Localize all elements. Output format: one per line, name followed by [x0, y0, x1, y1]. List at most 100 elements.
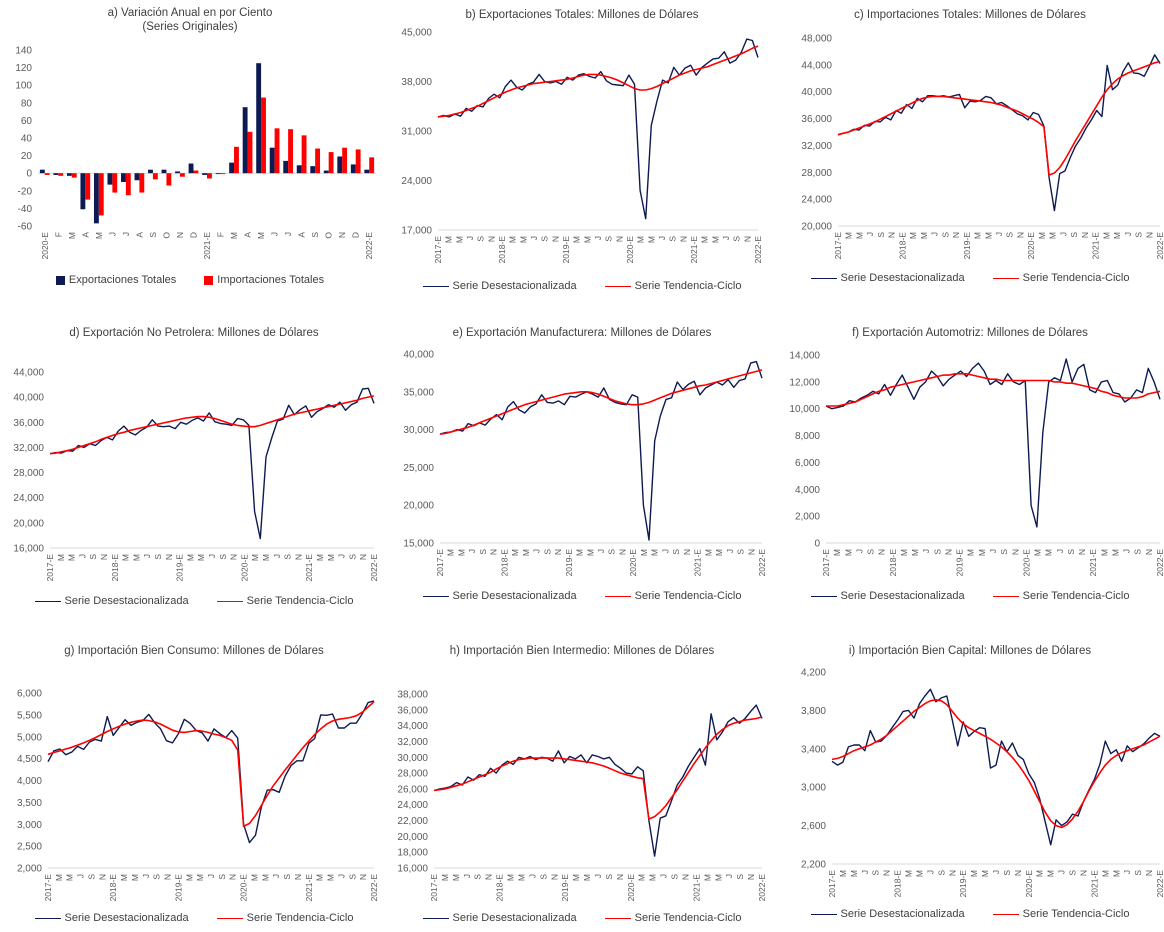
x-tick-label: N [887, 232, 897, 238]
x-tick-label: 2022-E [1155, 870, 1164, 898]
y-tick-label: 28,000 [801, 168, 832, 179]
x-tick-label: S [478, 549, 488, 555]
x-tick-label: J [141, 874, 151, 878]
series-line-desestacionalizada [831, 688, 1161, 846]
x-tick-label: N [678, 236, 688, 242]
x-tick-label: S [217, 874, 227, 880]
bar-importaciones [220, 173, 226, 175]
x-tick-label: M [1037, 232, 1047, 239]
legend-item: Serie Desestacionalizada [34, 595, 189, 607]
x-tick-label: M [585, 549, 595, 556]
chart-title: g) Importación Bien Consumo: Millones de… [64, 645, 324, 657]
y-tick-label: 2,000 [795, 512, 820, 523]
x-tick-label: M [646, 236, 656, 243]
bar-importaciones [328, 152, 334, 174]
x-tick-label: S [282, 874, 292, 880]
bar-exportaciones [107, 173, 113, 185]
bar-importaciones [261, 97, 266, 174]
y-tick-label: 80 [21, 98, 33, 109]
x-tick-label: N [228, 874, 238, 880]
legend-label: Serie Tendencia-Ciclo [634, 280, 742, 292]
y-tick-label: 38,000 [401, 77, 432, 88]
y-tick-label: 100 [15, 81, 32, 92]
legend-label: Serie Tendencia-Ciclo [1022, 908, 1130, 920]
x-tick-label: N [489, 549, 499, 555]
chart-title: h) Importación Bien Intermedio: Millones… [449, 645, 715, 657]
x-tick-label: S [473, 874, 483, 880]
x-tick-label: M [838, 870, 848, 877]
y-tick-label: 16,000 [397, 864, 428, 875]
x-tick-label: 2020-E [239, 554, 249, 582]
bar-importaciones [342, 147, 348, 174]
x-tick-label: M [639, 549, 649, 556]
legend-swatch [810, 913, 837, 915]
x-tick-label: M [1112, 232, 1122, 239]
y-tick-label: 16,000 [13, 544, 44, 555]
x-tick-label: S [871, 870, 881, 876]
y-tick-label: 32,000 [13, 443, 44, 454]
x-tick-label: M [832, 549, 842, 556]
x-tick-label: 2020-E [626, 874, 636, 902]
x-tick-label: S [347, 554, 357, 560]
bar-importaciones [234, 146, 239, 174]
x-tick-label: 2021-E [1091, 232, 1101, 260]
x-tick-label: J [336, 874, 346, 878]
x-tick-label: J [988, 549, 998, 553]
x-tick-label: S [668, 236, 678, 242]
x-tick-label: 2019-E [173, 874, 183, 902]
x-tick-label: M [843, 549, 853, 556]
y-tick-label: 32,000 [397, 737, 428, 748]
legend-swatch [992, 595, 1019, 597]
x-tick-label: N [680, 874, 690, 880]
x-tick-label: M [1099, 549, 1109, 556]
x-tick-label: F [216, 232, 226, 237]
x-tick-label: S [476, 236, 486, 242]
y-tick-label: -60 [18, 222, 33, 233]
bar-exportaciones [242, 107, 248, 174]
y-tick-label: 3,000 [801, 783, 826, 794]
x-tick-label: M [67, 554, 77, 561]
y-tick-label: 26,000 [397, 784, 428, 795]
x-tick-label: J [272, 554, 282, 558]
legend-swatch [422, 285, 449, 287]
x-tick-label: 2021-E [691, 874, 701, 902]
chart-panel-c: c) Importaciones Totales: Millones de Dó… [776, 0, 1164, 300]
x-tick-label: S [936, 870, 946, 876]
x-tick-label: J [206, 874, 216, 878]
x-tick-label: 2017-E [43, 874, 53, 902]
x-tick-label: M [506, 874, 516, 881]
chart-legend: Serie Desestacionalizada Serie Tendencia-… [388, 280, 776, 292]
x-tick-label: N [742, 236, 752, 242]
x-tick-label: M [56, 554, 66, 561]
chart-title: f) Exportación Automotriz: Millones de D… [852, 327, 1088, 339]
x-tick-label: J [721, 236, 731, 240]
x-tick-label: M [844, 232, 854, 239]
y-tick-label: 10,000 [789, 404, 820, 415]
bar-exportaciones [134, 173, 140, 181]
x-tick-label: S [1133, 549, 1143, 555]
legend-label: Serie Desestacionalizada [452, 590, 577, 602]
x-tick-label: N [1144, 232, 1154, 238]
x-tick-label: 2021-E [1089, 870, 1099, 898]
y-tick-label: 20,000 [801, 222, 832, 233]
x-tick-label: F [53, 232, 63, 237]
x-tick-label: D [351, 232, 361, 238]
y-tick-label: 60 [21, 116, 33, 127]
x-tick-label: M [714, 549, 724, 556]
legend-swatch [216, 600, 243, 602]
y-tick-label: 18,000 [397, 848, 428, 859]
x-tick-label: M [451, 874, 461, 881]
series-line-desestacionalizada [49, 387, 375, 540]
bar-importaciones [274, 128, 280, 174]
x-tick-label: N [229, 554, 239, 560]
x-tick-label: M [260, 874, 270, 881]
y-tick-label: 20,000 [403, 501, 434, 512]
x-tick-label: S [1005, 232, 1015, 238]
x-tick-label: M [446, 549, 456, 556]
x-tick-label: N [484, 874, 494, 880]
x-tick-label: S [866, 549, 876, 555]
bar-exportaciones [283, 160, 289, 174]
x-tick-label: N [1080, 232, 1090, 238]
y-tick-label: 24,000 [401, 176, 432, 187]
